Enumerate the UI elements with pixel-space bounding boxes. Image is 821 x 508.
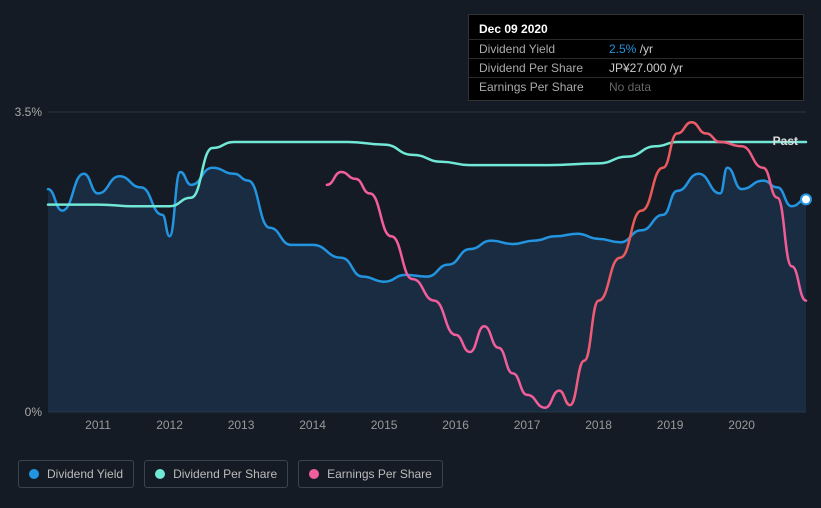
legend-dot — [309, 469, 319, 479]
x-axis-label: 2016 — [442, 418, 469, 432]
legend: Dividend Yield Dividend Per Share Earnings… — [18, 460, 443, 488]
x-axis-label: 2014 — [299, 418, 326, 432]
tooltip-row: Earnings Per ShareNo data — [469, 77, 803, 96]
tooltip-row-value: JP¥27.000 /yr — [609, 61, 683, 75]
legend-dot — [155, 469, 165, 479]
x-axis-label: 2017 — [514, 418, 541, 432]
tooltip-row-label: Dividend Yield — [479, 42, 609, 56]
legend-label: Earnings Per Share — [327, 467, 432, 481]
past-label: Past — [773, 134, 798, 148]
tooltip-row: Dividend Yield2.5% /yr — [469, 39, 803, 58]
legend-label: Dividend Yield — [47, 467, 123, 481]
data-tooltip: Dec 09 2020 Dividend Yield2.5% /yrDivide… — [468, 14, 804, 101]
x-axis-label: 2012 — [156, 418, 183, 432]
x-axis-label: 2019 — [657, 418, 684, 432]
tooltip-row-label: Dividend Per Share — [479, 61, 609, 75]
x-axis-label: 2018 — [585, 418, 612, 432]
x-axis-label: 2011 — [85, 418, 111, 432]
y-axis-label: 3.5% — [15, 105, 42, 119]
tooltip-row: Dividend Per ShareJP¥27.000 /yr — [469, 58, 803, 77]
legend-item[interactable]: Dividend Per Share — [144, 460, 288, 488]
legend-dot — [29, 469, 39, 479]
tooltip-row-label: Earnings Per Share — [479, 80, 609, 94]
tooltip-row-value: 2.5% /yr — [609, 42, 653, 56]
chart-svg — [48, 112, 806, 412]
legend-item[interactable]: Dividend Yield — [18, 460, 134, 488]
x-axis-label: 2020 — [728, 418, 755, 432]
legend-label: Dividend Per Share — [173, 467, 277, 481]
x-axis-label: 2013 — [228, 418, 255, 432]
legend-item[interactable]: Earnings Per Share — [298, 460, 443, 488]
tooltip-row-value: No data — [609, 80, 651, 94]
tooltip-date: Dec 09 2020 — [469, 19, 803, 39]
x-axis-label: 2015 — [371, 418, 398, 432]
y-axis-label: 0% — [25, 405, 42, 419]
